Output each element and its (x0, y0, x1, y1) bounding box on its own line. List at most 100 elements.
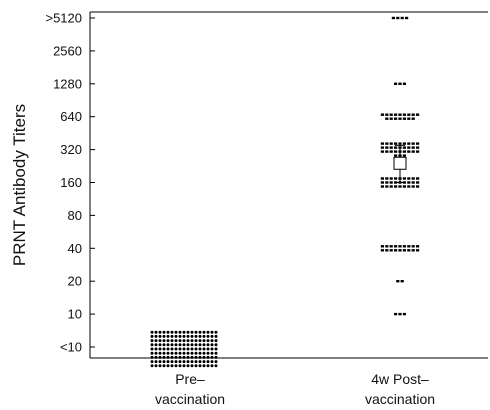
y-tick-label: 2560 (53, 43, 82, 58)
data-point (411, 245, 415, 248)
data-point (198, 351, 202, 355)
data-point (158, 343, 162, 347)
data-point (407, 177, 411, 180)
axes (89, 11, 488, 359)
data-point (389, 142, 393, 145)
data-point (166, 360, 170, 364)
data-point (182, 347, 186, 351)
data-point (150, 360, 154, 364)
data-point (166, 355, 170, 359)
y-tick-label: 640 (60, 109, 82, 124)
data-point (214, 339, 218, 343)
data-point (182, 355, 186, 359)
data-point (385, 249, 389, 252)
data-point (411, 249, 415, 252)
data-point (154, 339, 158, 343)
data-point (186, 355, 190, 359)
data-point (396, 16, 400, 20)
mean-square (393, 156, 407, 170)
data-point (170, 339, 174, 343)
y-tick-label: 20 (68, 274, 82, 289)
category-label-0-line1: Pre– (175, 371, 205, 387)
data-point (400, 16, 404, 20)
data-point (150, 330, 154, 334)
data-point (402, 154, 406, 157)
data-point (190, 355, 194, 359)
data-point (186, 339, 190, 343)
data-point (186, 334, 190, 338)
data-point (194, 347, 198, 351)
data-point (380, 142, 384, 145)
data-point (389, 245, 393, 248)
data-point (380, 113, 384, 116)
data-point (166, 339, 170, 343)
data-point (389, 185, 393, 188)
data-point (178, 339, 182, 343)
data-point (182, 351, 186, 355)
data-point (416, 113, 420, 116)
data-point (202, 360, 206, 364)
data-point (170, 343, 174, 347)
data-point (206, 351, 210, 355)
data-point (206, 347, 210, 351)
data-point (385, 146, 389, 149)
data-point (407, 113, 411, 116)
data-point (411, 185, 415, 188)
data-point (402, 117, 406, 120)
data-point (174, 360, 178, 364)
data-point (154, 334, 158, 338)
data-point (158, 334, 162, 338)
data-point (385, 113, 389, 116)
data-point (210, 330, 214, 334)
data-point (174, 355, 178, 359)
data-point (190, 334, 194, 338)
data-point (170, 364, 174, 368)
data-point (198, 334, 202, 338)
data-point (416, 249, 420, 252)
data-point (154, 364, 158, 368)
data-point (416, 142, 420, 145)
y-tick-label: <10 (60, 340, 82, 355)
data-point (214, 351, 218, 355)
data-point (402, 245, 406, 248)
y-tick-label: 320 (60, 142, 82, 157)
data-point (402, 185, 406, 188)
data-point (190, 339, 194, 343)
data-point (389, 177, 393, 180)
data-point (394, 150, 398, 153)
data-point (198, 330, 202, 334)
data-point (407, 245, 411, 248)
data-point (174, 347, 178, 351)
data-point (206, 343, 210, 347)
data-point (158, 339, 162, 343)
data-point (158, 347, 162, 351)
data-point (400, 280, 404, 283)
data-point (411, 181, 415, 184)
data-point (166, 330, 170, 334)
data-point (174, 364, 178, 368)
data-point (389, 113, 393, 116)
data-point (411, 177, 415, 180)
data-point (178, 355, 182, 359)
data-point (182, 334, 186, 338)
data-point (206, 330, 210, 334)
data-point (166, 351, 170, 355)
data-point (202, 347, 206, 351)
data-point (389, 249, 393, 252)
data-point (158, 364, 162, 368)
data-point (394, 117, 398, 120)
y-tick-label: >5120 (45, 11, 82, 26)
data-point (411, 146, 415, 149)
data-point (162, 360, 166, 364)
data-point (394, 142, 398, 145)
data-point (190, 347, 194, 351)
data-point (154, 360, 158, 364)
data-point (166, 343, 170, 347)
data-point (398, 249, 402, 252)
data-point (194, 330, 198, 334)
data-point (186, 343, 190, 347)
data-point (202, 355, 206, 359)
data-point (385, 181, 389, 184)
data-point (210, 347, 214, 351)
